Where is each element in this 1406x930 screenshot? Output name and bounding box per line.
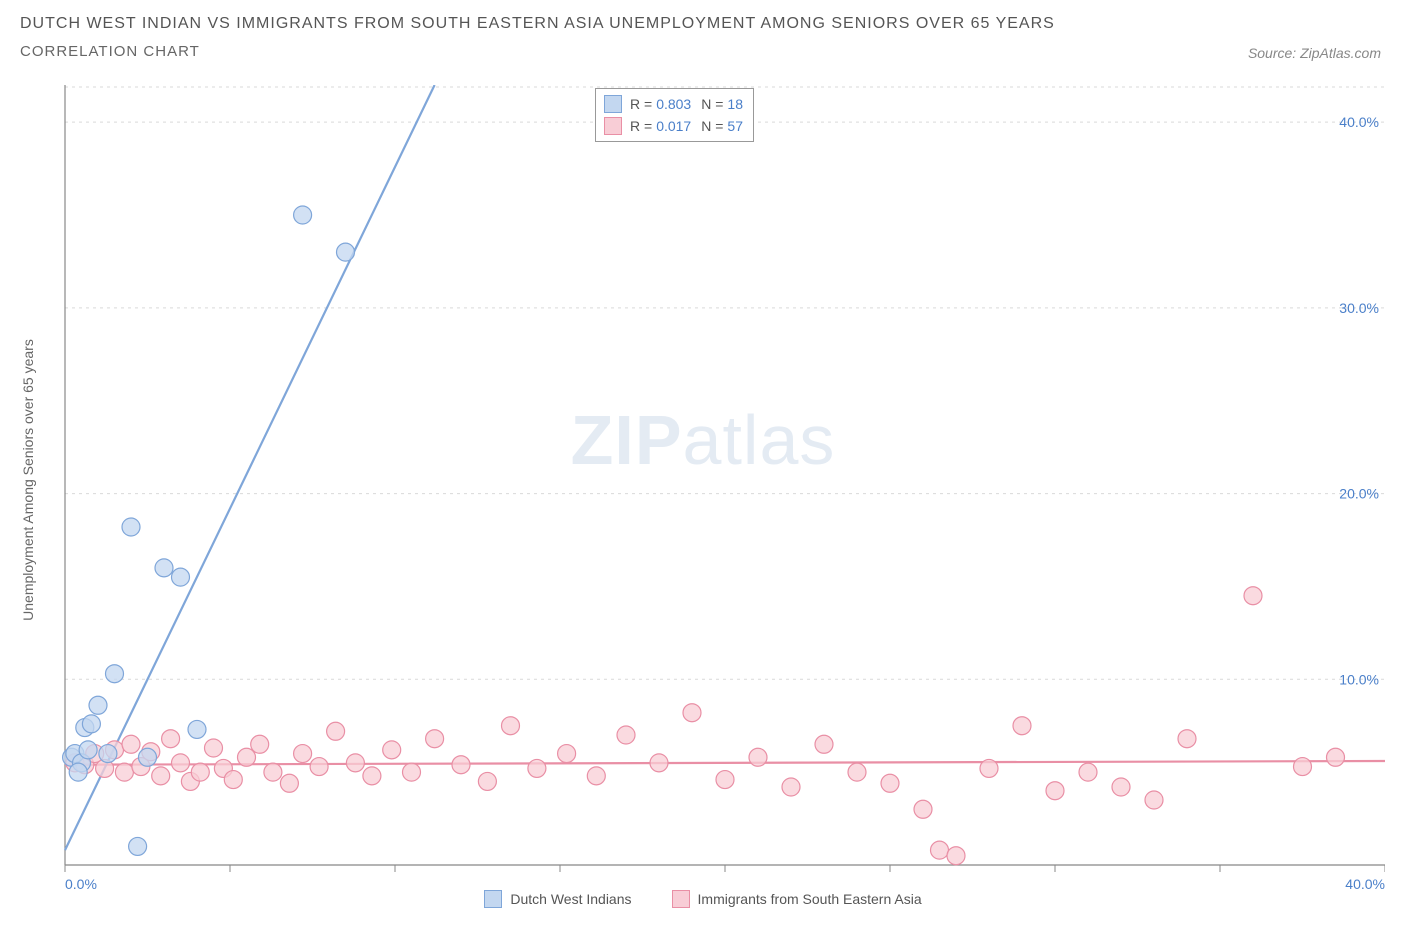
data-point <box>188 720 206 738</box>
legend-n-label: N = <box>701 96 723 112</box>
data-point <box>1244 587 1262 605</box>
data-point <box>683 704 701 722</box>
data-point <box>115 763 133 781</box>
data-point <box>452 756 470 774</box>
data-point <box>947 847 965 865</box>
data-point <box>403 763 421 781</box>
data-point <box>172 754 190 772</box>
y-tick-label: 40.0% <box>1339 114 1379 130</box>
legend-row: R =0.803 N =18 <box>604 93 743 115</box>
data-point <box>931 841 949 859</box>
data-point <box>294 745 312 763</box>
source-attribution: Source: ZipAtlas.com <box>1248 45 1381 61</box>
scatter-plot: 10.0%20.0%30.0%40.0%0.0%40.0% <box>55 85 1385 895</box>
legend-r-value: 0.017 <box>656 118 691 134</box>
data-point <box>162 730 180 748</box>
data-point <box>848 763 866 781</box>
data-point <box>881 774 899 792</box>
data-point <box>478 772 496 790</box>
data-point <box>617 726 635 744</box>
data-point <box>155 559 173 577</box>
legend-r-label: R = <box>630 118 652 134</box>
y-axis-label: Unemployment Among Seniors over 65 years <box>20 85 36 875</box>
series-legend-item: Immigrants from South Eastern Asia <box>672 890 922 908</box>
y-tick-label: 10.0% <box>1339 671 1379 687</box>
data-point <box>1013 717 1031 735</box>
data-point <box>383 741 401 759</box>
data-point <box>1079 763 1097 781</box>
data-point <box>129 837 147 855</box>
data-point <box>502 717 520 735</box>
legend-swatch <box>604 95 622 113</box>
data-point <box>106 665 124 683</box>
data-point <box>815 735 833 753</box>
y-tick-label: 30.0% <box>1339 300 1379 316</box>
data-point <box>224 771 242 789</box>
data-point <box>82 715 100 733</box>
data-point <box>89 696 107 714</box>
data-point <box>1145 791 1163 809</box>
data-point <box>251 735 269 753</box>
data-point <box>152 767 170 785</box>
data-point <box>1046 782 1064 800</box>
data-point <box>1294 758 1312 776</box>
chart-title-line1: DUTCH WEST INDIAN VS IMMIGRANTS FROM SOU… <box>20 15 1386 33</box>
y-tick-label: 20.0% <box>1339 486 1379 502</box>
data-point <box>782 778 800 796</box>
data-point <box>337 243 355 261</box>
legend-n-value: 18 <box>727 96 743 112</box>
series-label: Immigrants from South Eastern Asia <box>698 891 922 907</box>
chart-title-area: DUTCH WEST INDIAN VS IMMIGRANTS FROM SOU… <box>20 15 1386 60</box>
series-legend: Dutch West Indians Immigrants from South … <box>0 890 1406 908</box>
data-point <box>558 745 576 763</box>
legend-r-label: R = <box>630 96 652 112</box>
data-point <box>1178 730 1196 748</box>
legend-r-value: 0.803 <box>656 96 691 112</box>
data-point <box>294 206 312 224</box>
legend-swatch <box>604 117 622 135</box>
data-point <box>346 754 364 772</box>
series-label: Dutch West Indians <box>510 891 631 907</box>
data-point <box>139 748 157 766</box>
data-point <box>238 748 256 766</box>
legend-swatch <box>672 890 690 908</box>
data-point <box>363 767 381 785</box>
data-point <box>99 745 117 763</box>
series-legend-item: Dutch West Indians <box>484 890 631 908</box>
data-point <box>426 730 444 748</box>
legend-swatch <box>484 890 502 908</box>
data-point <box>716 771 734 789</box>
data-point <box>205 739 223 757</box>
data-point <box>69 763 87 781</box>
legend-row: R =0.017 N =57 <box>604 115 743 137</box>
correlation-legend: R =0.803 N =18 R =0.017 N =57 <box>595 88 754 142</box>
data-point <box>980 759 998 777</box>
legend-n-value: 57 <box>727 118 743 134</box>
data-point <box>749 748 767 766</box>
data-point <box>122 518 140 536</box>
legend-n-label: N = <box>701 118 723 134</box>
data-point <box>650 754 668 772</box>
chart-area: 10.0%20.0%30.0%40.0%0.0%40.0% <box>55 85 1385 875</box>
data-point <box>264 763 282 781</box>
data-point <box>327 722 345 740</box>
data-point <box>191 763 209 781</box>
data-point <box>1327 748 1345 766</box>
data-point <box>280 774 298 792</box>
data-point <box>528 759 546 777</box>
data-point <box>310 758 328 776</box>
data-point <box>914 800 932 818</box>
data-point <box>172 568 190 586</box>
data-point <box>587 767 605 785</box>
data-point <box>122 735 140 753</box>
data-point <box>1112 778 1130 796</box>
data-point <box>79 741 97 759</box>
chart-title-line2: CORRELATION CHART <box>20 43 1386 60</box>
